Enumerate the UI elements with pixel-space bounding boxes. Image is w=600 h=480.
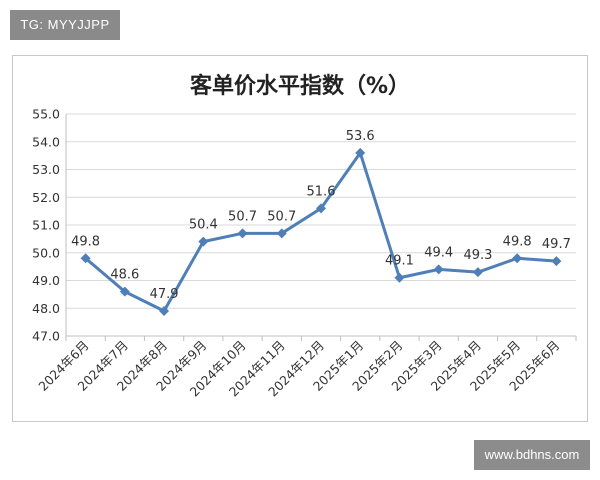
data-point [472,267,483,278]
data-label: 49.1 [385,254,414,269]
data-point [198,236,209,247]
data-label: 49.8 [71,234,100,249]
data-label: 48.6 [110,268,139,283]
data-point [119,286,130,297]
y-tick-label: 48.0 [32,301,60,316]
y-tick-label: 53.0 [32,162,60,177]
data-point [512,253,523,264]
data-point [355,147,366,158]
tg-badge: TG: MYYJJPP [10,10,120,40]
y-tick-label: 49.0 [32,273,60,288]
data-point [551,256,562,267]
chart-frame [12,55,588,422]
data-label: 53.6 [346,129,375,144]
y-tick-label: 52.0 [32,190,60,205]
data-label: 47.9 [150,287,179,302]
grid-layer [65,113,577,341]
data-point [433,264,444,275]
data-label: 50.7 [228,209,257,224]
data-label: 51.6 [307,184,336,199]
data-label: 49.4 [424,245,453,260]
y-tick-label: 55.0 [32,107,60,122]
x-tick-labels: 2024年6月2024年7月2024年8月2024年9月2024年10月2024… [35,338,562,400]
watermark-badge: www.bdhns.com [474,440,590,470]
data-point [276,228,287,239]
y-tick-label: 50.0 [32,245,60,260]
data-label: 49.3 [463,248,492,263]
y-tick-label: 54.0 [32,134,60,149]
data-label: 50.4 [189,218,218,233]
data-label: 49.8 [503,234,532,249]
data-label: 50.7 [267,209,296,224]
data-point [316,203,326,214]
y-tick-labels: 47.0 48.0 49.0 50.0 51.0 52.0 53.0 54.0 55.0 [32,107,60,344]
data-point [237,228,248,239]
data-label: 49.7 [542,237,571,252]
series-layer [80,147,562,317]
y-tick-label: 51.0 [32,218,60,233]
data-point [159,306,170,317]
data-labels: 49.8 48.6 47.9 50.4 50.7 50.7 51.6 53.6 49.1 49.4… [71,129,571,302]
y-tick-label: 47.0 [32,329,60,344]
data-point [80,253,91,264]
chart-title: 客单价水平指数（%） [190,73,410,99]
data-point [394,272,405,283]
